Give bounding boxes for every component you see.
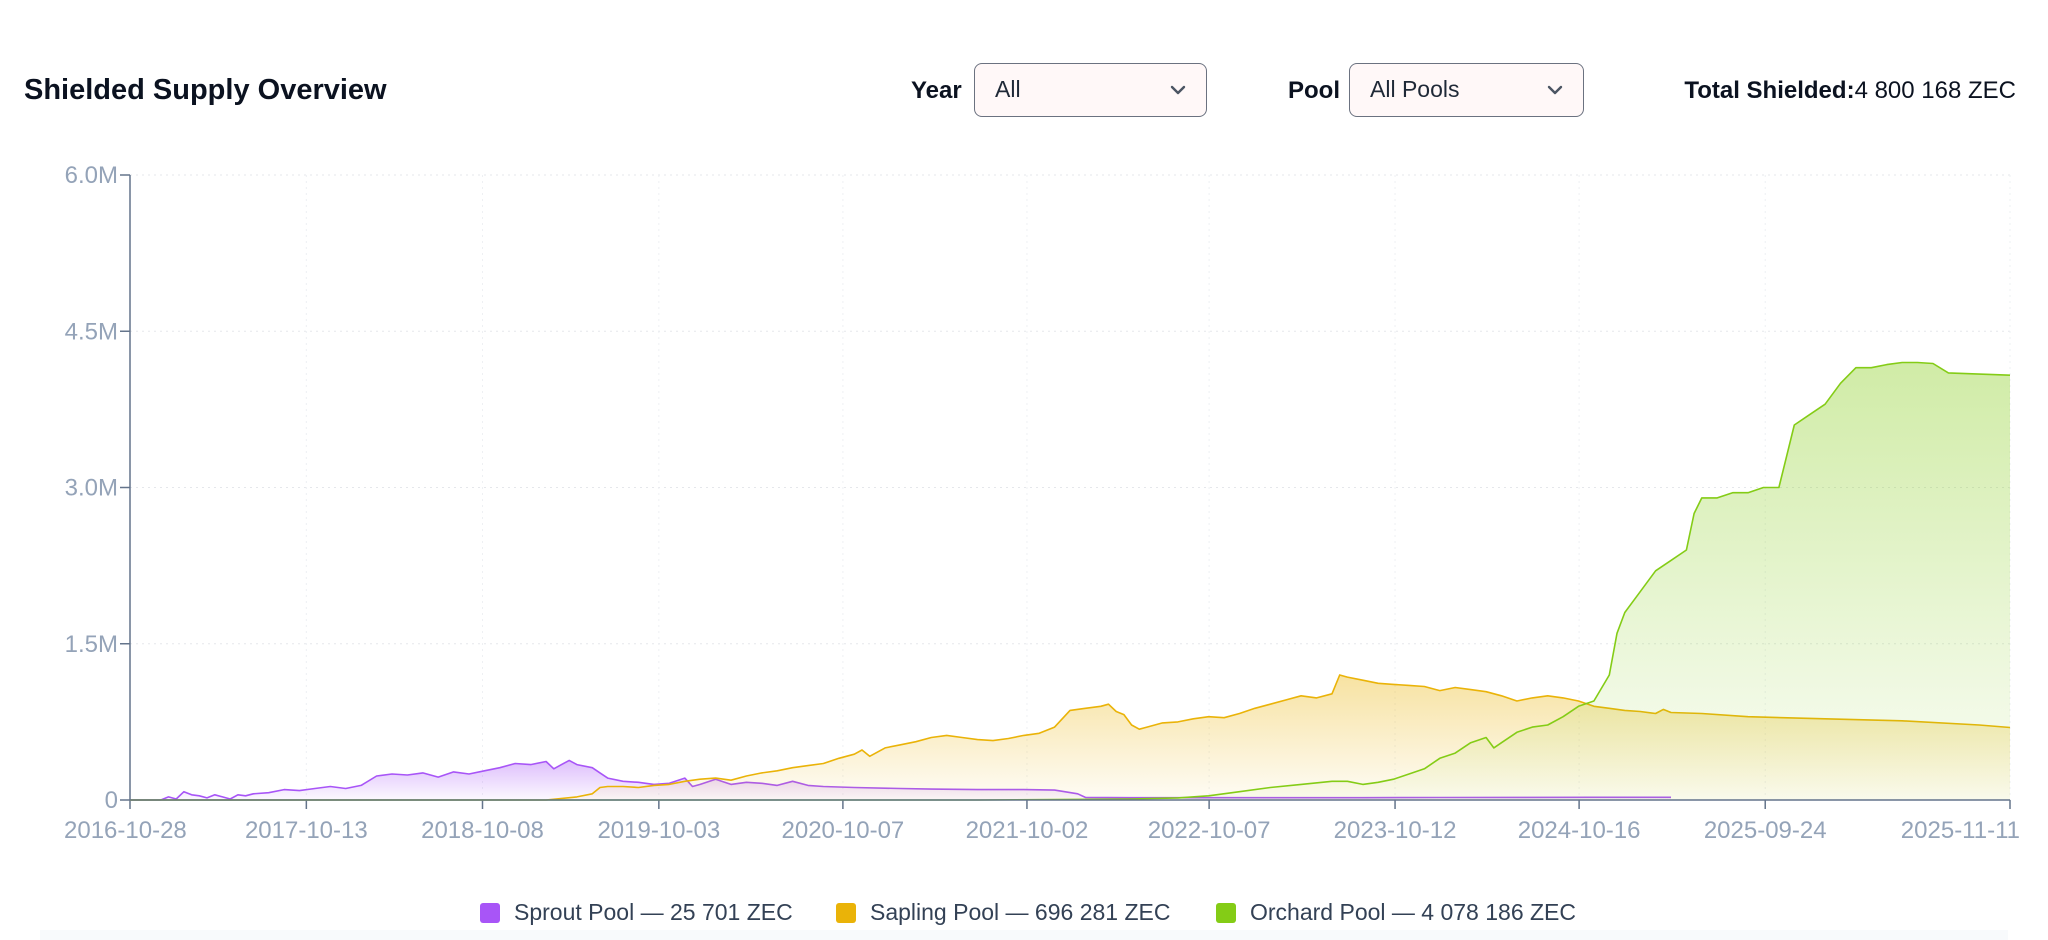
legend-label-sprout: Sprout Pool — 25 701 ZEC	[514, 899, 793, 925]
page-title: Shielded Supply Overview	[24, 74, 387, 106]
legend-item-orchard[interactable]: Orchard Pool — 4 078 186 ZEC	[1216, 895, 1576, 929]
legend-item-sprout[interactable]: Sprout Pool — 25 701 ZEC	[480, 895, 793, 929]
year-select-value: All	[995, 76, 1021, 102]
chart-legend: Sprout Pool — 25 701 ZEC Sapling Pool — …	[0, 895, 2048, 929]
legend-item-sapling[interactable]: Sapling Pool — 696 281 ZEC	[836, 895, 1170, 929]
legend-label-orchard: Orchard Pool — 4 078 186 ZEC	[1250, 899, 1576, 925]
x-tick-label: 2019-10-03	[597, 817, 720, 844]
legend-swatch-sapling	[836, 903, 856, 923]
chevron-down-icon	[1547, 85, 1563, 95]
pool-filter-label: Pool	[1288, 77, 1340, 104]
y-tick-label: 1.5M	[65, 631, 118, 658]
legend-swatch-sprout	[480, 903, 500, 923]
x-tick-label: 2018-10-08	[421, 817, 544, 844]
chevron-down-icon	[1170, 85, 1186, 95]
sprout-pool-area	[130, 760, 1671, 800]
y-tick-label: 3.0M	[65, 475, 118, 502]
pool-select[interactable]: All Pools	[1349, 63, 1584, 117]
y-tick-label: 0	[105, 787, 118, 814]
year-select[interactable]: All	[974, 63, 1207, 117]
total-shielded-label: Total Shielded:	[1684, 77, 1855, 104]
x-tick-label: 2024-10-16	[1518, 817, 1641, 844]
y-tick-label: 4.5M	[65, 318, 118, 345]
x-tick-label: 2025-11-11	[1901, 817, 2020, 844]
x-tick-label: 2022-10-07	[1148, 817, 1271, 844]
orchard-pool-line	[130, 361, 2011, 801]
pool-select-value: All Pools	[1370, 76, 1460, 102]
header-bar: Shielded Supply Overview Year All Pool A…	[0, 0, 2048, 180]
orchard-pool-area	[130, 362, 2010, 800]
x-tick-label: 2023-10-12	[1334, 817, 1457, 844]
x-tick-label: 2020-10-07	[782, 817, 905, 844]
total-shielded-value: 4 800 168 ZEC	[1854, 77, 2016, 104]
legend-swatch-orchard	[1216, 903, 1236, 923]
x-tick-label: 2016-10-28	[64, 817, 187, 844]
x-tick-label: 2017-10-13	[245, 817, 368, 844]
sapling-pool-line	[130, 674, 2011, 801]
legend-label-sapling: Sapling Pool — 696 281 ZEC	[870, 899, 1171, 925]
total-shielded: Total Shielded:4 800 168 ZEC	[1684, 77, 2016, 105]
footer-divider	[40, 930, 2008, 940]
year-filter-label: Year	[911, 77, 962, 104]
shielded-supply-chart: 0 1.5M 3.0M 4.5M 6.0M 2016-10-28 2017-10-13 201…	[64, 162, 2020, 844]
x-tick-label: 2021-10-02	[966, 817, 1089, 844]
y-tick-label: 6.0M	[65, 162, 118, 189]
x-tick-label: 2025-09-24	[1704, 817, 1827, 844]
